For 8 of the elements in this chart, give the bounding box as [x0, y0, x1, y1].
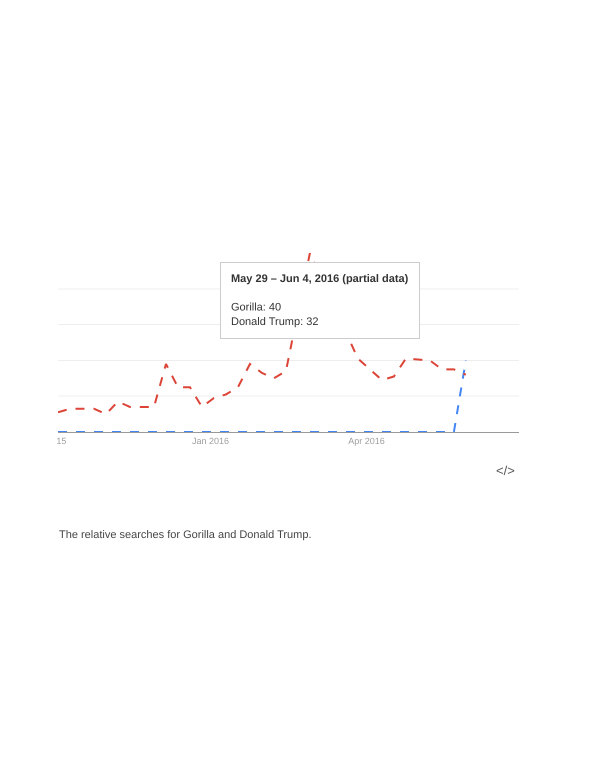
text: The relative searches for Gorilla and Donald Trump. — [59, 529, 312, 541]
x-tick-label: Apr 2016 — [348, 436, 385, 446]
x-tick-label: 15 — [56, 436, 66, 446]
text: </> — [496, 463, 515, 478]
annotation: Gorilla: 40 — [231, 302, 282, 314]
annotation: May 29 – Jun 4, 2016 (partial data) — [231, 273, 409, 285]
x-tick-label: Jan 2016 — [192, 436, 230, 446]
annotation: Donald Trump: 32 — [231, 316, 318, 328]
